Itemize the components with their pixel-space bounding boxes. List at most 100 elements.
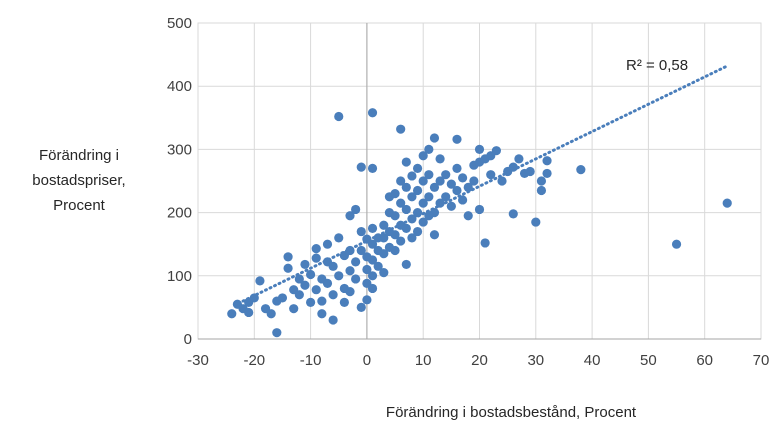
data-point: [390, 245, 400, 256]
y-tick-label: 0: [184, 331, 192, 348]
x-tick-label: -10: [300, 352, 322, 369]
data-point: [351, 204, 361, 215]
data-point: [576, 165, 586, 175]
data-point: [356, 245, 366, 256]
data-point: [356, 226, 366, 237]
data-point: [345, 287, 355, 297]
x-tick-label: 10: [415, 352, 432, 369]
data-point: [345, 266, 355, 276]
data-point: [407, 192, 417, 202]
data-point: [277, 293, 288, 303]
x-tick-label: 20: [471, 352, 488, 369]
data-point: [351, 257, 361, 267]
data-point: [396, 176, 406, 186]
data-point: [486, 170, 496, 180]
data-point: [345, 245, 355, 256]
data-point: [508, 162, 518, 172]
data-point: [311, 253, 321, 263]
data-point: [328, 261, 338, 271]
data-point: [244, 307, 254, 318]
data-point: [407, 214, 417, 224]
y-tick-label: 400: [167, 78, 192, 95]
data-points: [227, 108, 732, 338]
data-point: [396, 124, 406, 134]
data-point: [531, 217, 541, 227]
data-point: [283, 252, 293, 262]
data-point: [334, 233, 344, 243]
data-point: [412, 163, 423, 173]
x-tick-label: -30: [187, 352, 209, 369]
data-point: [396, 236, 406, 246]
data-point: [390, 211, 400, 221]
data-point: [373, 261, 383, 271]
data-point: [435, 176, 445, 186]
data-point: [407, 171, 417, 181]
data-point: [536, 176, 547, 186]
data-point: [435, 198, 445, 208]
data-point: [367, 108, 378, 118]
data-point: [367, 223, 378, 233]
data-point: [514, 154, 524, 164]
data-point: [458, 173, 468, 183]
data-point: [424, 170, 434, 180]
data-point: [497, 176, 507, 186]
data-point: [311, 244, 321, 254]
data-point: [334, 111, 344, 122]
data-point: [458, 195, 468, 205]
data-point: [412, 226, 423, 237]
data-point: [339, 297, 349, 307]
x-tick-label: 60: [696, 352, 713, 369]
data-point: [508, 209, 518, 219]
data-point: [418, 151, 428, 161]
data-point: [272, 328, 282, 338]
data-point: [294, 274, 304, 284]
data-point: [255, 276, 265, 286]
data-point: [469, 176, 479, 186]
y-axis-title: Förändring i bostadspriser, Procent: [8, 143, 150, 218]
data-point: [396, 198, 406, 208]
data-point: [401, 259, 411, 270]
data-point: [362, 295, 372, 305]
data-point: [334, 271, 344, 281]
data-point: [227, 309, 237, 319]
data-point: [452, 163, 462, 173]
x-tick-label: 50: [640, 352, 657, 369]
data-point: [401, 223, 411, 233]
data-point: [306, 297, 316, 307]
data-point: [351, 274, 361, 284]
data-point: [379, 249, 389, 259]
data-point: [418, 198, 428, 208]
data-point: [452, 134, 462, 144]
data-point: [283, 263, 293, 273]
data-point: [722, 198, 732, 208]
data-point: [401, 204, 411, 215]
data-point: [294, 290, 304, 300]
data-point: [367, 239, 378, 249]
data-point: [452, 185, 462, 196]
data-point: [322, 239, 333, 249]
y-axis-title-line-2: bostadspriser,: [32, 172, 126, 189]
data-point: [525, 166, 535, 177]
data-point: [300, 280, 310, 290]
tick-labels: -30 -20 -10 0 10 20 30 40 50 60 70 0 100 200 300 400 500: [167, 15, 769, 369]
y-axis-title-line-3: Procent: [53, 197, 105, 214]
data-point: [536, 185, 547, 196]
data-point: [463, 211, 473, 221]
y-tick-label: 200: [167, 205, 192, 222]
data-point: [429, 182, 440, 192]
y-tick-label: 100: [167, 268, 192, 285]
data-point: [412, 185, 423, 196]
data-point: [367, 283, 378, 294]
data-point: [328, 315, 338, 325]
data-point: [441, 192, 451, 202]
data-point: [429, 208, 440, 218]
data-point: [401, 157, 411, 167]
data-point: [424, 192, 434, 202]
data-point: [317, 309, 327, 319]
data-point: [542, 168, 552, 179]
data-point: [356, 162, 366, 172]
data-point: [379, 268, 389, 278]
data-point: [429, 230, 440, 240]
r-squared-label: R² = 0,58: [626, 57, 688, 74]
